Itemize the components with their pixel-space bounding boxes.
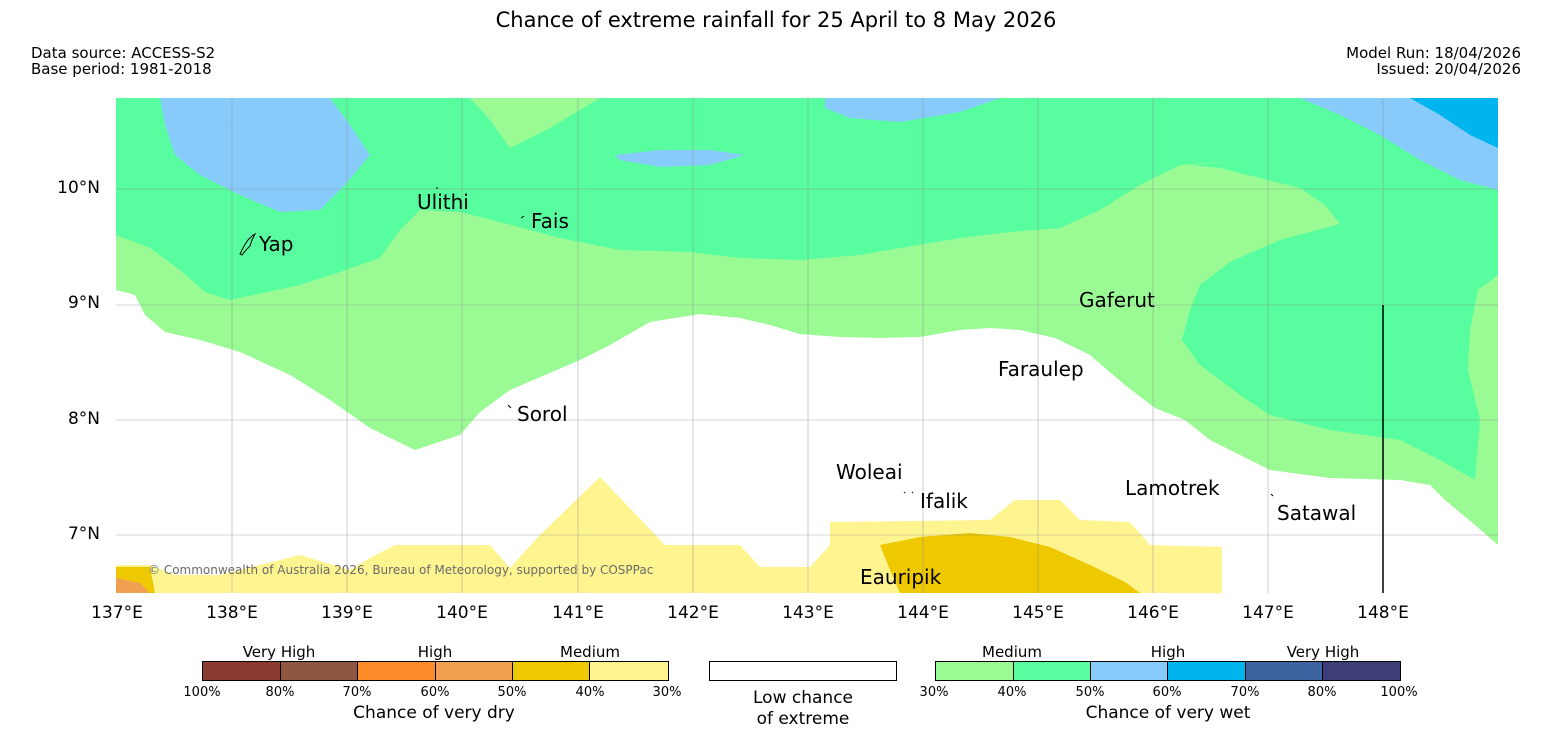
low-chance-caption-1: Low chance xyxy=(753,688,853,708)
lon-label-141e: 141°E xyxy=(552,603,604,623)
lat-label-7n: 7°N xyxy=(67,524,100,544)
place-label-ulithi: Ulithi xyxy=(417,190,469,214)
wet-tick: 80% xyxy=(1307,685,1337,700)
metadata-left: Data source: ACCESS-S2 Base period: 1981… xyxy=(31,45,215,77)
lon-label-147e: 147°E xyxy=(1242,603,1294,623)
wet-category-high: High xyxy=(1150,643,1186,661)
wet-swatch-60-70 xyxy=(1168,662,1246,680)
lon-label-137e: 137°E xyxy=(91,603,143,623)
place-label-fais: Fais xyxy=(531,209,569,233)
dry-tick: 70% xyxy=(342,685,372,700)
map-title: Chance of extreme rainfall for 25 April … xyxy=(495,8,1057,32)
place-label-gaferut: Gaferut xyxy=(1079,288,1155,312)
dry-tick: 60% xyxy=(420,685,450,700)
wet-swatch-80-100 xyxy=(1323,662,1401,680)
wet-category-very-high: Very High xyxy=(1286,643,1360,661)
dry-swatch-80-70 xyxy=(280,662,359,680)
yap-island-shape xyxy=(239,232,257,256)
dry-tick: 40% xyxy=(575,685,605,700)
place-label-eauripik: Eauripik xyxy=(860,565,942,589)
place-label-lamotrek: Lamotrek xyxy=(1125,476,1220,500)
lon-label-145e: 145°E xyxy=(1012,603,1064,623)
place-label-yap: Yap xyxy=(259,232,294,256)
dry-swatch-60-50 xyxy=(436,662,513,680)
lon-label-148e: 148°E xyxy=(1357,603,1409,623)
lon-label-143e: 143°E xyxy=(782,603,834,623)
dry-tick: 50% xyxy=(497,685,527,700)
dry-swatch-50-40 xyxy=(512,662,591,680)
dry-tick: 30% xyxy=(652,685,682,700)
wet-swatch-30-40 xyxy=(936,662,1014,680)
dry-category-high: High xyxy=(417,643,453,661)
wet-tick: 100% xyxy=(1380,685,1418,700)
wet-60-70-region xyxy=(1410,98,1498,148)
lat-label-9n: 9°N xyxy=(67,293,100,313)
fais-island-shape xyxy=(520,215,525,219)
lat-label-8n: 8°N xyxy=(67,409,100,429)
place-label-sorol: Sorol xyxy=(517,402,568,426)
wet-category-medium: Medium xyxy=(982,643,1042,661)
copyright-notice: © Commonwealth of Australia 2026, Bureau… xyxy=(148,563,654,577)
dry-category-medium: Medium xyxy=(560,643,620,661)
dry-color-bar xyxy=(202,661,669,681)
dry-swatch-70-60 xyxy=(358,662,437,680)
wet-swatch-40-50 xyxy=(1013,662,1092,680)
model-run: Model Run: 18/04/2026 xyxy=(1346,44,1521,62)
wet-color-bar xyxy=(935,661,1401,681)
issued-date: Issued: 20/04/2026 xyxy=(1376,60,1521,78)
lon-label-142e: 142°E xyxy=(667,603,719,623)
place-label-woleai: Woleai xyxy=(836,460,903,484)
dry-swatch-100-80 xyxy=(203,662,281,680)
wet-caption: Chance of very wet xyxy=(1085,703,1251,723)
wet-tick: 50% xyxy=(1075,685,1105,700)
sorol-island-shape xyxy=(507,404,512,409)
wet-50-60-west-region xyxy=(160,98,370,212)
low-chance-box xyxy=(709,661,897,681)
dry-caption: Chance of very dry xyxy=(353,703,515,723)
wet-50-60-north-region xyxy=(825,98,1000,122)
dry-tick: 100% xyxy=(183,685,221,700)
dry-50-60-sw-region xyxy=(116,578,150,593)
islands xyxy=(239,187,1274,497)
low-chance-swatch xyxy=(710,662,896,680)
dry-category-very-high: Very High xyxy=(242,643,316,661)
wet-50-60-ne-region xyxy=(1300,98,1498,190)
wet-50-60-center-region xyxy=(615,150,745,167)
dry-swatch-40-30 xyxy=(590,662,669,680)
place-label-ifalik: Ifalik xyxy=(920,489,968,513)
graticule xyxy=(116,98,1498,593)
lon-label-139e: 139°E xyxy=(321,603,373,623)
wet-40-50-region xyxy=(116,98,1498,300)
ifalik-island-shape xyxy=(903,491,914,494)
low-chance-caption-2: of extreme xyxy=(756,709,850,729)
wet-tick: 40% xyxy=(997,685,1027,700)
lon-label-144e: 144°E xyxy=(897,603,949,623)
satawal-island-shape xyxy=(1270,493,1274,497)
place-label-satawal: Satawal xyxy=(1277,501,1357,525)
lat-label-10n: 10°N xyxy=(57,178,100,198)
wet-tick: 30% xyxy=(919,685,949,700)
wet-40-50-east-region xyxy=(1182,160,1498,480)
wet-swatch-50-60 xyxy=(1091,662,1169,680)
lon-label-146e: 146°E xyxy=(1127,603,1179,623)
data-source: Data source: ACCESS-S2 xyxy=(31,44,216,62)
wet-tick: 60% xyxy=(1152,685,1182,700)
lon-label-140e: 140°E xyxy=(436,603,488,623)
dry-40-50-region xyxy=(880,533,1140,593)
lon-label-138e: 138°E xyxy=(206,603,258,623)
metadata-right: Model Run: 18/04/2026 Issued: 20/04/2026 xyxy=(1346,45,1521,77)
place-label-faraulep: Faraulep xyxy=(998,357,1084,381)
dry-tick: 80% xyxy=(265,685,295,700)
wet-tick: 70% xyxy=(1230,685,1260,700)
base-period: Base period: 1981-2018 xyxy=(31,60,212,78)
wet-swatch-70-80 xyxy=(1245,662,1324,680)
